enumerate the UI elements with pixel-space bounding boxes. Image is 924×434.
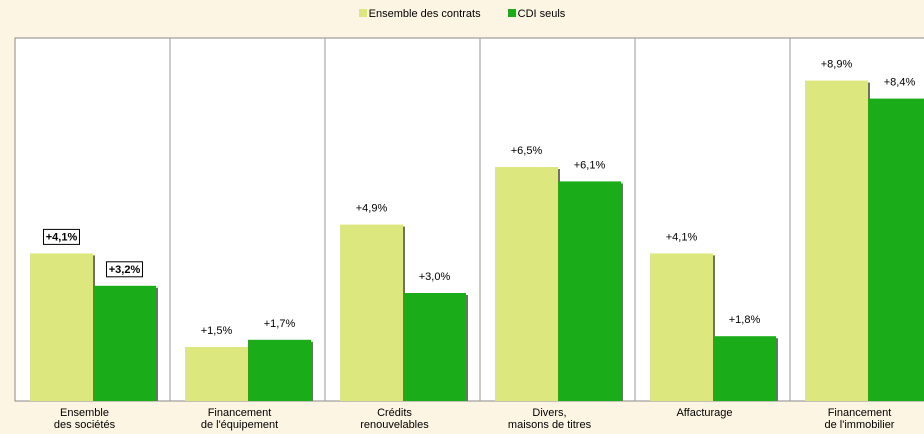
bar-ensemble	[805, 80, 868, 401]
legend-label-cdi: CDI seuls	[517, 8, 566, 21]
value-label: +6,1%	[574, 159, 606, 171]
value-label-box	[43, 228, 80, 245]
bar-cdi	[403, 293, 466, 401]
category-label: Financement	[208, 407, 272, 419]
value-label: +1,8%	[729, 314, 761, 326]
bar-cdi	[713, 336, 776, 401]
value-label: +6,5%	[511, 145, 543, 157]
bar-ensemble	[340, 224, 403, 401]
bar-ensemble	[30, 253, 93, 401]
bar-cdi	[558, 181, 621, 401]
category-label: maisons de titres	[508, 419, 592, 431]
category-label: des sociétés	[54, 419, 116, 431]
value-label: +4,9%	[356, 203, 388, 215]
value-label: +1,7%	[264, 318, 296, 330]
category-label: de l'immobilier	[825, 419, 895, 431]
bar-ensemble	[185, 347, 248, 401]
bar-cdi	[248, 339, 311, 401]
chart-legend: Ensemble des contrats CDI seuls	[0, 8, 924, 20]
value-label: +3,2%	[109, 264, 141, 276]
category-label: Ensemble	[60, 407, 109, 419]
bar-ensemble	[650, 253, 713, 401]
bar-cdi	[868, 98, 924, 401]
value-label: +8,9%	[821, 59, 853, 71]
value-label-box	[106, 261, 143, 278]
bar-cdi	[93, 285, 156, 401]
value-label: +4,1%	[46, 231, 78, 243]
value-label: +1,5%	[201, 325, 233, 337]
value-label: +4,1%	[666, 231, 698, 243]
category-label: Divers,	[532, 407, 566, 419]
legend-swatch-ensemble	[358, 9, 367, 18]
value-label: +8,4%	[884, 77, 916, 89]
legend-label-ensemble: Ensemble des contrats	[368, 8, 481, 21]
bar-ensemble	[495, 167, 558, 401]
category-label: de l'équipement	[201, 419, 278, 431]
value-label: +3,0%	[419, 271, 451, 283]
category-label: Affacturage	[676, 407, 732, 419]
category-label: Financement	[828, 407, 892, 419]
category-label: renouvelables	[360, 419, 429, 431]
legend-item-cdi: CDI seuls	[507, 8, 566, 21]
category-label: Crédits	[377, 407, 412, 419]
legend-swatch-cdi	[507, 9, 516, 18]
legend-item-ensemble: Ensemble des contrats	[358, 8, 481, 21]
